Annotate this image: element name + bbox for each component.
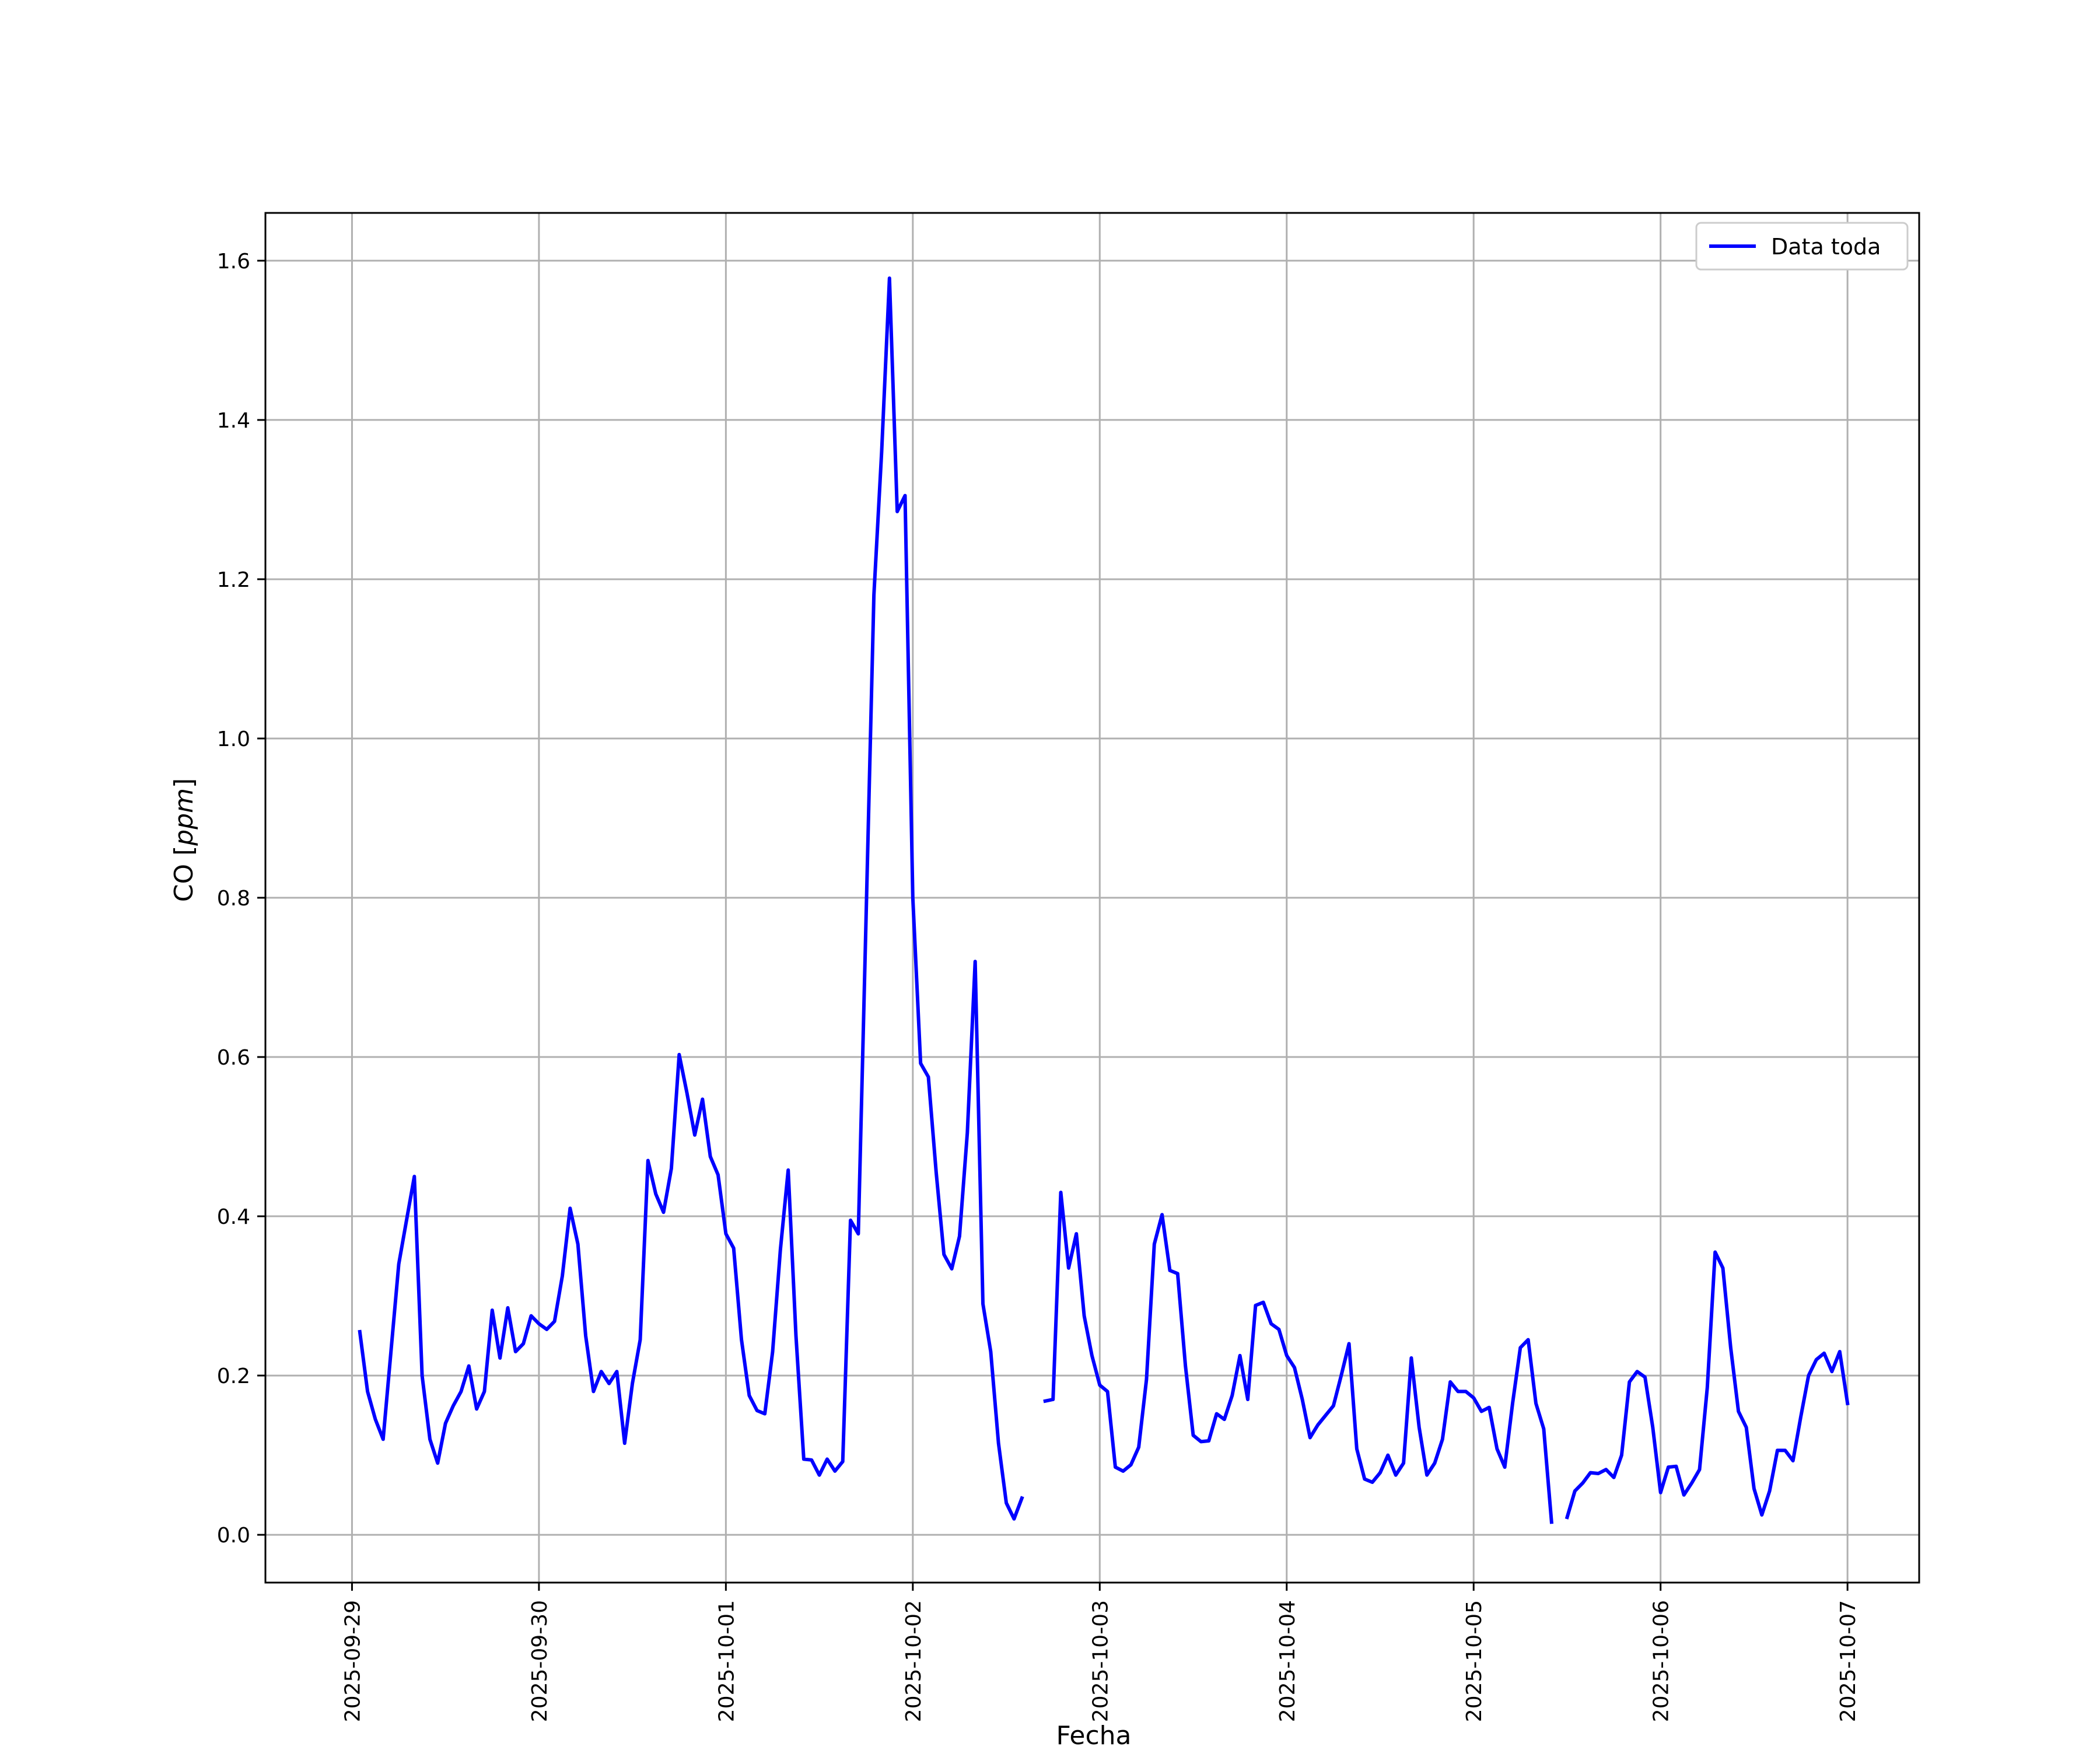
y-tick-label: 0.2 (217, 1364, 250, 1388)
y-tick-label: 1.0 (217, 727, 250, 751)
y-tick-label: 0.6 (217, 1046, 250, 1070)
y-tick-label: 0.4 (217, 1205, 250, 1229)
y-axis-label: CO [ppm] (169, 778, 199, 902)
y-axis-label-suffix: ] (169, 778, 199, 788)
x-axis-label: Fecha (1056, 1721, 1131, 1750)
x-tick-label: 2025-10-02 (902, 1600, 926, 1722)
x-tick-label: 2025-10-04 (1276, 1600, 1300, 1722)
x-axis-ticks: 2025-09-29 2025-09-30 2025-10-01 2025-10-02… (341, 1583, 1860, 1722)
x-tick-label: 2025-10-05 (1462, 1600, 1486, 1722)
series-line-segment (1564, 1250, 1850, 1520)
legend-box (1695, 222, 1909, 271)
y-tick-label: 1.2 (217, 568, 250, 592)
y-axis-ticks: 0.0 0.2 0.4 0.6 0.8 1.0 1.2 1.4 1.6 (217, 250, 265, 1548)
x-tick-label: 2025-10-03 (1088, 1600, 1112, 1722)
series-lines (358, 276, 1850, 1524)
series-line-segment (358, 276, 1024, 1521)
legend: Data toda (1695, 222, 1909, 271)
legend-label: Data toda (1771, 234, 1881, 260)
x-tick-label: 2025-10-07 (1836, 1600, 1860, 1722)
y-tick-label: 0.8 (217, 887, 250, 911)
y-tick-label: 1.4 (217, 409, 250, 433)
y-axis-label-unit: ppm (169, 788, 199, 846)
x-tick-label: 2025-09-30 (528, 1600, 552, 1722)
series-line-segment (1043, 1191, 1554, 1524)
x-tick-label: 2025-10-01 (715, 1600, 738, 1722)
x-tick-label: 2025-10-06 (1650, 1600, 1674, 1722)
y-tick-label: 1.6 (217, 250, 250, 274)
x-tick-label: 2025-09-29 (341, 1600, 365, 1722)
y-tick-label: 0.0 (217, 1524, 250, 1548)
y-axis-label-prefix: CO [ (169, 846, 199, 902)
